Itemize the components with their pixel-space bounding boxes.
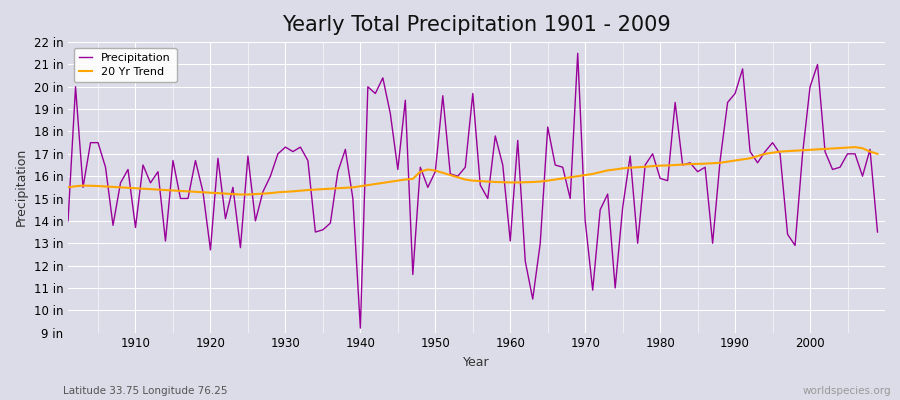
Y-axis label: Precipitation: Precipitation xyxy=(15,148,28,226)
Precipitation xyxy=(122,167,133,172)
Precipitation xyxy=(572,51,583,56)
Title: Yearly Total Precipitation 1901 - 2009: Yearly Total Precipitation 1901 - 2009 xyxy=(282,15,670,35)
Precipitation xyxy=(512,138,523,143)
Precipitation xyxy=(287,149,298,154)
20 Yr Trend xyxy=(512,180,523,185)
Line: 20 Yr Trend: 20 Yr Trend xyxy=(68,147,878,194)
Precipitation xyxy=(872,230,883,234)
20 Yr Trend xyxy=(235,192,246,197)
Line: Precipitation: Precipitation xyxy=(68,53,878,328)
20 Yr Trend xyxy=(340,185,351,190)
Precipitation xyxy=(63,218,74,223)
Precipitation xyxy=(355,326,365,330)
Legend: Precipitation, 20 Yr Trend: Precipitation, 20 Yr Trend xyxy=(74,48,176,82)
Precipitation xyxy=(505,238,516,243)
20 Yr Trend xyxy=(872,152,883,156)
Precipitation xyxy=(610,286,621,290)
20 Yr Trend xyxy=(602,168,613,173)
Text: worldspecies.org: worldspecies.org xyxy=(803,386,891,396)
Text: Latitude 33.75 Longitude 76.25: Latitude 33.75 Longitude 76.25 xyxy=(63,386,228,396)
20 Yr Trend xyxy=(505,180,516,185)
20 Yr Trend xyxy=(122,185,133,190)
X-axis label: Year: Year xyxy=(464,356,490,369)
20 Yr Trend xyxy=(850,145,860,150)
20 Yr Trend xyxy=(63,185,74,190)
20 Yr Trend xyxy=(295,188,306,193)
Precipitation xyxy=(332,169,343,174)
